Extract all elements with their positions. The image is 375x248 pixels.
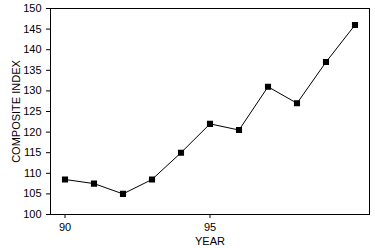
svg-text:YEAR: YEAR	[195, 235, 225, 247]
svg-text:90: 90	[59, 221, 71, 233]
svg-text:COMPOSITE INDEX: COMPOSITE INDEX	[10, 60, 22, 163]
svg-text:115: 115	[24, 146, 42, 158]
svg-text:100: 100	[23, 208, 41, 220]
svg-text:140: 140	[23, 43, 41, 55]
svg-text:125: 125	[23, 105, 41, 117]
svg-text:95: 95	[204, 221, 216, 233]
svg-text:130: 130	[23, 84, 41, 96]
svg-text:150: 150	[23, 2, 41, 14]
svg-text:110: 110	[24, 167, 42, 179]
svg-text:120: 120	[23, 126, 41, 138]
svg-text:135: 135	[23, 64, 41, 76]
svg-text:145: 145	[23, 23, 41, 35]
svg-text:105: 105	[23, 187, 41, 199]
